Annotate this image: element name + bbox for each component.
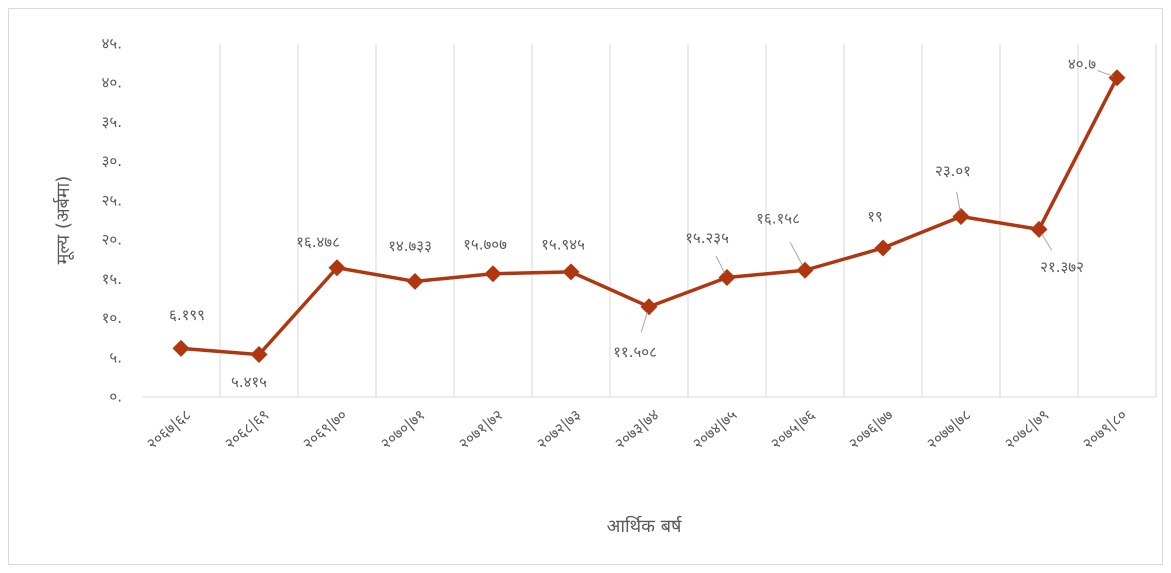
leader-line bbox=[640, 312, 648, 333]
data-point bbox=[952, 208, 970, 225]
data-point bbox=[406, 272, 424, 290]
data-label: १५.७०७ bbox=[463, 235, 507, 253]
data-label: १५.२३५ bbox=[685, 229, 729, 247]
data-point bbox=[718, 269, 736, 286]
data-label: १६.१५८ bbox=[756, 210, 800, 228]
y-tick-label: ०. bbox=[109, 388, 122, 406]
data-point bbox=[484, 265, 502, 283]
leader-line bbox=[715, 255, 726, 274]
leader-line bbox=[1097, 70, 1113, 77]
y-tick-label: ३५. bbox=[102, 113, 122, 131]
data-label: १५.९४५ bbox=[541, 235, 585, 253]
y-axis-title: मूल्य (अर्बमा) bbox=[52, 176, 74, 265]
chart-border bbox=[8, 8, 1163, 565]
leader-line bbox=[789, 241, 803, 265]
data-label: ११.५०८ bbox=[613, 343, 657, 361]
y-tick-label: ४५. bbox=[102, 35, 122, 53]
x-axis-title: आर्थिक बर्ष bbox=[607, 515, 683, 537]
y-tick-label: ३०. bbox=[102, 152, 122, 170]
data-label: १६.४७८ bbox=[296, 233, 340, 251]
data-point bbox=[328, 259, 346, 277]
data-label: ४०.७ bbox=[1068, 55, 1096, 73]
data-label: १९ bbox=[867, 207, 883, 225]
y-tick-label: २०. bbox=[102, 231, 122, 249]
data-label: ५.४१५ bbox=[231, 373, 267, 391]
data-point bbox=[562, 263, 580, 281]
y-tick-label: ४०. bbox=[102, 74, 122, 92]
y-tick-label: १०. bbox=[102, 309, 122, 327]
data-point bbox=[640, 298, 658, 316]
y-tick-label: ५. bbox=[109, 348, 122, 366]
data-point bbox=[796, 261, 814, 279]
leader-line bbox=[956, 191, 961, 212]
data-label: २३.०१ bbox=[935, 162, 971, 180]
data-label: ६.१९९ bbox=[169, 306, 205, 324]
leader-line bbox=[1041, 233, 1053, 251]
data-point bbox=[172, 339, 190, 357]
y-tick-label: २५. bbox=[102, 191, 122, 209]
data-label: १४.७३३ bbox=[388, 237, 432, 255]
data-point bbox=[250, 346, 268, 364]
data-label: २१.३७२ bbox=[1040, 258, 1084, 276]
y-tick-label: १५. bbox=[102, 270, 122, 288]
data-point bbox=[874, 239, 892, 257]
